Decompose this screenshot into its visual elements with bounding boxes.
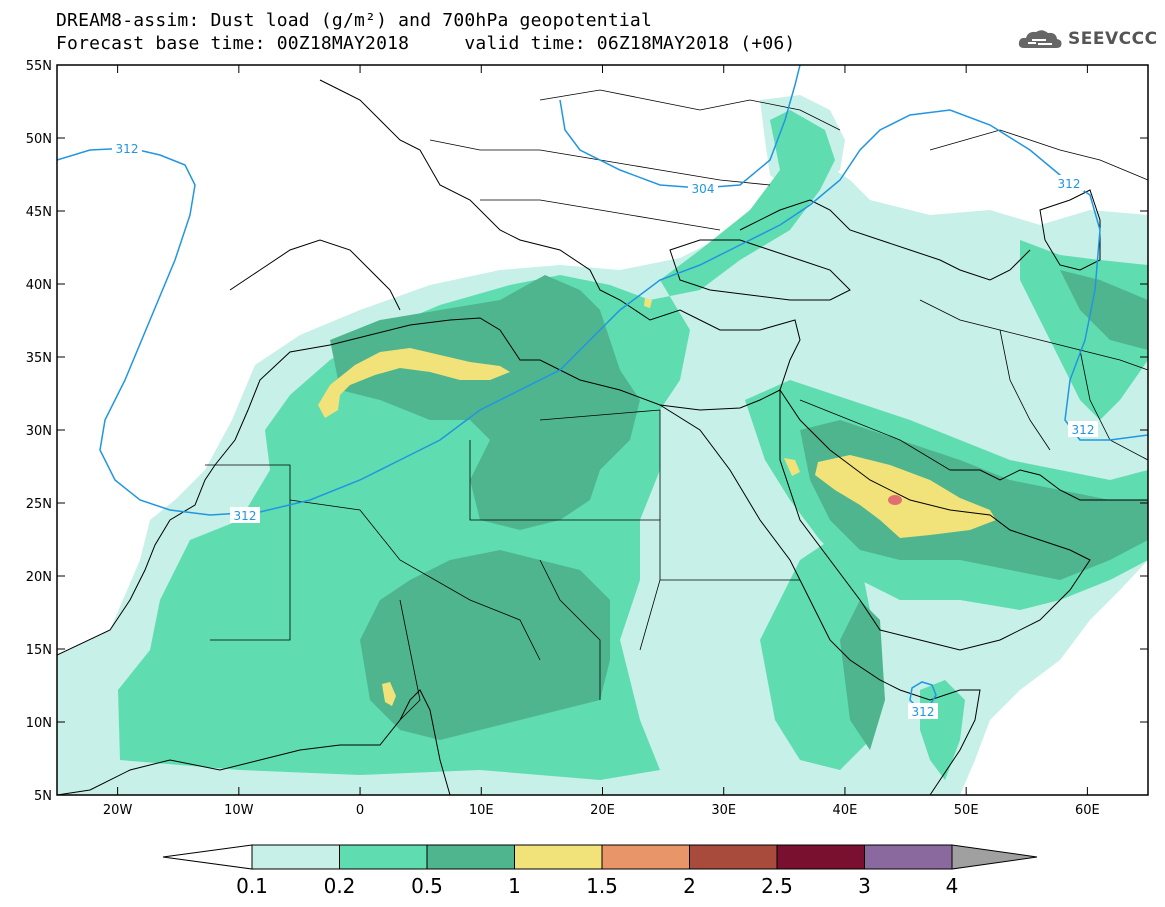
dust-level-1.5 bbox=[888, 495, 902, 505]
lon-label: 20E bbox=[590, 803, 615, 818]
colorbar-legend: 0.1 0.2 0.5 1 1.5 2 2.5 3 4 bbox=[162, 844, 1038, 898]
lat-label: 25N bbox=[26, 497, 52, 512]
contour-label: 312 bbox=[116, 142, 139, 156]
colorbar-label: 2.5 bbox=[761, 874, 793, 898]
colorbar-swatch bbox=[689, 844, 778, 870]
colorbar-label: 4 bbox=[946, 874, 959, 898]
colorbar-swatch bbox=[776, 844, 865, 870]
colorbar-under-triangle bbox=[162, 844, 253, 870]
lon-label: 40E bbox=[833, 803, 858, 818]
colorbar-swatch bbox=[426, 844, 515, 870]
lon-label: 10W bbox=[224, 803, 254, 818]
colorbar-swatch bbox=[601, 844, 690, 870]
colorbar-label: 0.1 bbox=[236, 874, 268, 898]
lat-label: 20N bbox=[26, 570, 52, 585]
lon-label: 30E bbox=[711, 803, 736, 818]
colorbar-label: 2 bbox=[683, 874, 696, 898]
colorbar-label: 0.2 bbox=[324, 874, 356, 898]
coastlines bbox=[57, 79, 1148, 795]
lat-label: 35N bbox=[26, 351, 52, 366]
colorbar-swatch bbox=[339, 844, 428, 870]
map-title: DREAM8-assim: Dust load (g/m²) and 700hP… bbox=[56, 10, 652, 31]
colorbar-swatch bbox=[864, 844, 953, 870]
colorbar-label: 1.5 bbox=[586, 874, 618, 898]
contour-label: 312 bbox=[1058, 177, 1081, 191]
lat-label: 10N bbox=[26, 716, 52, 731]
cloud-logo-icon bbox=[1018, 30, 1062, 48]
contour-label: 312 bbox=[1072, 423, 1095, 437]
dust-level-1 bbox=[318, 298, 996, 706]
dust-level-0.5 bbox=[330, 270, 1148, 750]
contour-label: 304 bbox=[692, 182, 715, 196]
lat-label: 30N bbox=[26, 424, 52, 439]
lat-label: 5N bbox=[34, 789, 52, 804]
latitude-axis: 55N 50N 45N 40N 35N 30N 25N 20N 15N 10N 5N bbox=[26, 59, 1148, 804]
colorbar-label: 0.5 bbox=[411, 874, 443, 898]
lat-label: 40N bbox=[26, 278, 52, 293]
logo-text: SEEVCCC bbox=[1068, 29, 1158, 49]
colorbar-over-triangle bbox=[951, 844, 1038, 870]
lon-label: 20W bbox=[103, 803, 133, 818]
lon-label: 0 bbox=[356, 803, 364, 818]
lat-label: 50N bbox=[26, 132, 52, 147]
contour-labels: 312 304 312 312 312 312 bbox=[112, 140, 1098, 719]
longitude-axis: 20W 10W 0 10E 20E 30E 40E 50E 60E bbox=[103, 65, 1100, 818]
dust-field: 312 304 312 312 312 312 bbox=[57, 65, 1148, 795]
lat-label: 45N bbox=[26, 205, 52, 220]
colorbar-label: 3 bbox=[858, 874, 871, 898]
lat-label: 15N bbox=[26, 643, 52, 658]
lon-label: 10E bbox=[469, 803, 494, 818]
colorbar-swatch bbox=[251, 844, 340, 870]
lon-label: 50E bbox=[954, 803, 979, 818]
seevccc-logo: SEEVCCC bbox=[1016, 26, 1158, 52]
contour-label: 312 bbox=[234, 509, 257, 523]
forecast-time-subtitle: Forecast base time: 00Z18MAY2018 valid t… bbox=[56, 33, 796, 54]
colorbar-swatch bbox=[514, 844, 603, 870]
colorbar-label: 1 bbox=[508, 874, 521, 898]
lon-label: 60E bbox=[1075, 803, 1100, 818]
lat-label: 55N bbox=[26, 59, 52, 74]
contour-label: 312 bbox=[912, 705, 935, 719]
